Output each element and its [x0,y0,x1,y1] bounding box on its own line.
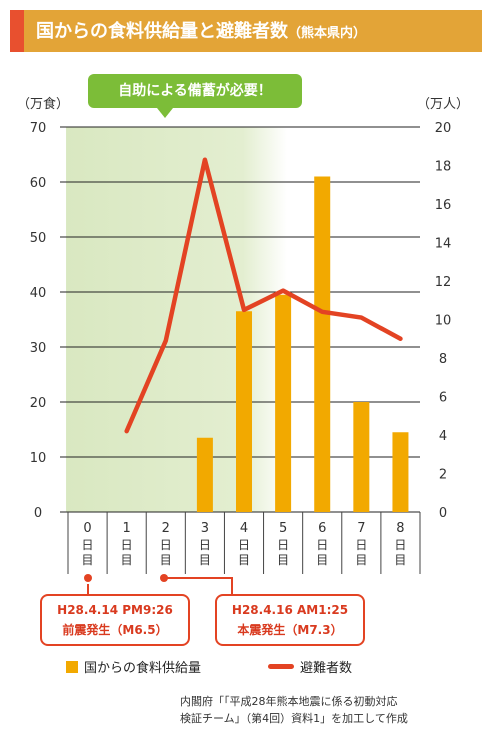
right-tick-label: 2 [439,468,447,483]
left-tick-label: 20 [30,396,47,411]
banner-pointer [157,108,173,118]
chart-title-sub: （熊本県内） [288,26,367,41]
left-tick-label: 10 [30,451,47,466]
right-tick-label: 20 [435,121,452,136]
right-tick-label: 0 [439,506,447,521]
x-category-suffix-char: 目 [238,553,250,567]
source-note-line-1: 内閣府「「平成28年熊本地震に係る初動対応 [180,695,398,708]
legend-bar-label: 国からの食料供給量 [84,661,202,676]
bar-3日目 [196,437,213,512]
right-tick-label: 18 [435,160,452,175]
x-category-number: 4 [240,521,248,536]
x-category-number: 0 [83,521,91,536]
chart-title-main: 国からの食料供給量と避難者数 [36,21,288,42]
x-category-label: 7 日目 [355,521,367,567]
x-category-suffix-char: 日 [160,538,172,552]
callout-foreshock-event: 前震発生（M6.5） [62,623,168,637]
right-tick-label: 6 [439,391,447,406]
x-category-number: 2 [162,521,170,536]
legend-line: 避難者数 [268,657,352,676]
callout-mainshock: H28.4.16 AM1:25 本震発生（M7.3） [215,594,365,646]
x-category-label: 8 日目 [394,521,406,567]
x-category-number: 1 [123,521,131,536]
source-note: 内閣府「「平成28年熊本地震に係る初動対応 検証チーム」（第4回）資料1」を加工… [180,693,480,727]
right-tick-label: 12 [435,275,452,290]
x-category-label: 3 日目 [199,521,211,567]
callout-2-connector [164,577,233,594]
x-category-suffix-char: 日 [238,538,250,552]
evacuees-line [124,157,403,434]
left-tick-label: 60 [30,176,47,191]
x-category-label: 2 日目 [160,521,172,567]
bar-6日目 [314,176,331,512]
left-tick-label: 50 [30,231,47,246]
callout-foreshock: H28.4.14 PM9:26 前震発生（M6.5） [40,594,190,646]
x-category-suffix-char: 目 [82,553,94,567]
x-category-suffix-char: 日 [82,538,94,552]
x-category-label: 0 日目 [82,521,94,567]
bar-7日目 [353,402,370,512]
left-tick-label: 40 [30,286,47,301]
x-category-suffix-char: 目 [355,553,367,567]
right-tick-label: 4 [439,429,447,444]
x-category-suffix-char: 目 [160,553,172,567]
title-accent [10,10,24,52]
x-category-suffix-char: 日 [121,538,133,552]
left-axis-unit: （万食） [17,96,69,112]
title-bar [10,10,482,52]
x-category-label: 6 日目 [316,521,328,567]
right-tick-label: 10 [435,314,452,329]
bar-5日目 [275,294,292,512]
bar-4日目 [236,311,252,512]
x-category-suffix-char: 目 [394,553,406,567]
highlight-banner: 自助による備蓄が必要！ [88,74,302,108]
x-category-suffix-char: 日 [316,538,328,552]
x-category-number: 5 [279,521,287,536]
highlight-band [66,127,288,512]
legend-bar-swatch [66,660,78,673]
legend-line-label: 避難者数 [300,661,353,676]
right-axis-unit: （万人） [417,97,469,112]
x-category-suffix-char: 目 [199,553,211,567]
x-category-number: 6 [318,521,326,536]
callout-1-dot [84,574,92,582]
x-category-number: 8 [396,521,404,536]
right-tick-label: 16 [435,198,452,213]
x-category-suffix-char: 日 [199,538,211,552]
chart-title: 国からの食料供給量と避難者数（熊本県内） [36,19,366,45]
left-tick-label: 0 [34,506,42,521]
x-category-number: 7 [357,521,365,536]
x-category-number: 3 [201,521,209,536]
x-category-suffix-char: 目 [277,553,289,567]
callout-mainshock-time: H28.4.16 AM1:25 [231,603,349,617]
right-tick-label: 14 [435,237,452,252]
bar-8日目 [392,432,409,512]
x-category-label: 5 日目 [277,521,289,567]
x-category-label: 1 日目 [121,521,133,567]
x-category-suffix-char: 日 [394,538,406,552]
callout-foreshock-time: H28.4.14 PM9:26 [57,603,173,617]
x-category-suffix-char: 目 [121,553,133,567]
left-tick-label: 70 [30,121,47,136]
x-category-suffix-char: 目 [316,553,328,567]
x-category-suffix-char: 日 [355,538,367,552]
legend-bar: 国からの食料供給量 [66,657,201,676]
right-tick-label: 8 [439,352,447,367]
callout-2-dot [160,574,168,582]
legend-line-swatch [268,664,294,669]
callout-mainshock-event: 本震発生（M7.3） [237,623,343,637]
x-category-label: 4 日目 [238,521,250,567]
left-tick-label: 30 [30,341,47,356]
x-category-suffix-char: 日 [277,538,289,552]
source-note-line-2: 検証チーム」（第4回）資料1」を加工して作成 [180,712,408,725]
